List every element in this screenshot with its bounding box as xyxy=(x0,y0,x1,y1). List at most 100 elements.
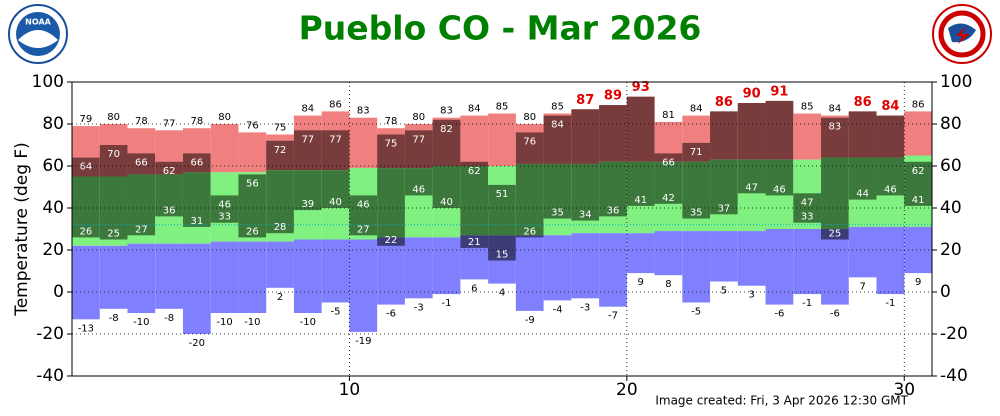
record-low-band xyxy=(515,235,544,311)
observed-normal xyxy=(626,161,655,206)
observed-above-normal xyxy=(99,145,128,177)
observed-normal xyxy=(432,166,461,208)
record-low-band xyxy=(599,233,627,307)
record-low-band xyxy=(210,241,239,313)
low-label: 28 xyxy=(274,222,287,233)
record-high-label: 84 xyxy=(829,104,842,115)
low-label: 25 xyxy=(107,229,120,240)
record-low-band xyxy=(793,229,822,295)
record-low-label: 8 xyxy=(665,279,671,290)
y2-tick-label: 0 xyxy=(940,282,951,302)
observed-above-normal xyxy=(182,153,211,173)
record-low-band xyxy=(127,243,156,313)
observed-above-normal xyxy=(460,161,489,166)
observed-normal xyxy=(848,157,877,200)
low-label: 35 xyxy=(690,208,703,219)
low-label: 37 xyxy=(718,203,731,214)
observed-normal xyxy=(710,159,738,215)
record-low-label: -10 xyxy=(133,317,149,328)
record-low-label: -6 xyxy=(386,309,396,320)
high-label: 46 xyxy=(357,199,370,210)
low-label: 26 xyxy=(523,226,536,237)
high-label: 82 xyxy=(440,124,453,135)
y-axis-label: Temperature (deg F) xyxy=(12,142,32,317)
high-label: 83 xyxy=(829,122,842,133)
observed-above-normal xyxy=(848,111,877,158)
observed-above-normal xyxy=(155,161,183,175)
record-low-band xyxy=(238,241,267,313)
low-label: 42 xyxy=(662,193,675,204)
low-label: 39 xyxy=(301,199,314,210)
low-label: 27 xyxy=(357,224,370,235)
plot-frame xyxy=(71,81,933,377)
high-label: 77 xyxy=(329,134,342,145)
high-label: 51 xyxy=(496,189,509,200)
record-low-label: -6 xyxy=(774,309,784,320)
record-high-label: 78 xyxy=(135,116,148,127)
record-high-label: 86 xyxy=(329,99,342,110)
record-low-label: -7 xyxy=(608,311,618,322)
observed-above-normal xyxy=(599,105,627,162)
record-low-label: -20 xyxy=(189,338,205,349)
observed-below-normal xyxy=(377,237,405,246)
high-label: 62 xyxy=(163,166,176,177)
high-label: 66 xyxy=(662,157,675,168)
record-high-label: 76 xyxy=(246,120,259,131)
record-low-label: 5 xyxy=(721,286,727,297)
observed-normal xyxy=(682,161,711,219)
record-high-label: 75 xyxy=(274,123,287,134)
record-low-band xyxy=(293,239,322,313)
y2-tick-label: 40 xyxy=(940,198,962,218)
record-low-band xyxy=(377,237,405,305)
observed-above-normal xyxy=(404,130,433,169)
record-low-label: -3 xyxy=(580,302,590,313)
record-high-label: 84 xyxy=(881,99,899,114)
record-low-band xyxy=(737,231,766,286)
low-label: 27 xyxy=(135,224,148,235)
observed-normal xyxy=(876,157,905,196)
record-high-label: 81 xyxy=(662,110,675,121)
y-tick-label: 0 xyxy=(53,282,64,302)
y-tick-label: -40 xyxy=(36,366,64,386)
high-label: 56 xyxy=(246,178,259,189)
record-low-label: -13 xyxy=(78,323,94,334)
y-tick-label: 60 xyxy=(42,156,64,176)
record-high-label: 80 xyxy=(412,112,425,123)
record-low-label: 7 xyxy=(859,281,865,292)
record-low-label: -1 xyxy=(442,298,452,309)
y-tick-label: 80 xyxy=(42,114,64,134)
high-label: 66 xyxy=(190,157,203,168)
record-low-label: -1 xyxy=(802,298,812,309)
low-label: 33 xyxy=(218,212,231,223)
high-label: 71 xyxy=(690,147,703,158)
low-label: 41 xyxy=(634,195,647,206)
high-label: 62 xyxy=(468,166,481,177)
record-low-band xyxy=(99,245,128,309)
record-low-band xyxy=(654,231,683,276)
y2-tick-label: 80 xyxy=(940,114,962,134)
record-low-label: -4 xyxy=(552,304,562,315)
x-tick-label: 10 xyxy=(339,380,361,400)
low-label: 36 xyxy=(607,205,620,216)
record-high-label: 90 xyxy=(743,87,761,102)
observed-above-normal xyxy=(127,153,156,175)
y-tick-label: 100 xyxy=(32,72,64,92)
observed-normal xyxy=(654,161,683,204)
record-high-label: 87 xyxy=(576,93,594,108)
observed-normal xyxy=(238,174,267,238)
high-label: 77 xyxy=(301,134,314,145)
observed-normal xyxy=(737,159,766,194)
record-high-label: 77 xyxy=(163,118,176,129)
low-label: 21 xyxy=(468,237,481,248)
record-low-band xyxy=(571,233,600,299)
record-low-band xyxy=(155,243,183,309)
record-high-label: 84 xyxy=(690,104,703,115)
low-label: 25 xyxy=(829,229,842,240)
low-label: 41 xyxy=(912,195,925,206)
record-high-band xyxy=(488,113,516,166)
low-label: 46 xyxy=(884,184,897,195)
observed-above-normal xyxy=(682,142,711,162)
observed-above-normal xyxy=(432,119,461,166)
low-label: 36 xyxy=(163,205,176,216)
